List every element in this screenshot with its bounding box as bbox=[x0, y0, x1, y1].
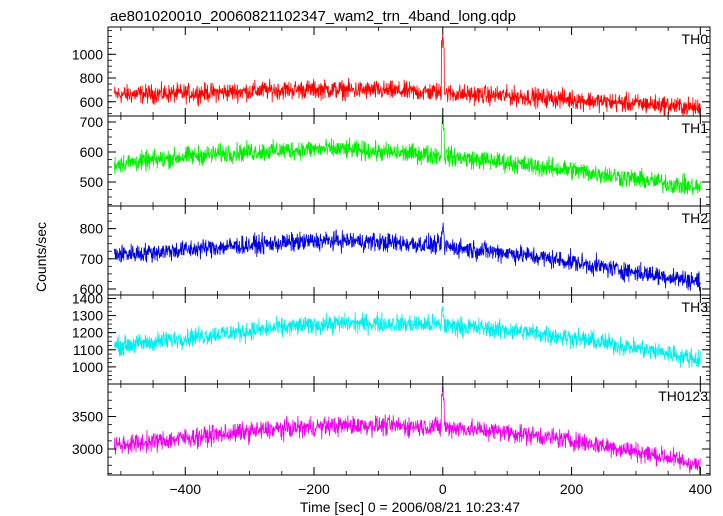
y-tick-label: 700 bbox=[80, 251, 104, 267]
panel-th0123: 3000 3500 TH0123 bbox=[72, 383, 711, 476]
y-tick-label: 3000 bbox=[72, 441, 103, 457]
panel-frame bbox=[107, 383, 711, 476]
series-line-th2 bbox=[114, 222, 701, 292]
y-tick-label: 700 bbox=[80, 114, 104, 130]
panel-label: TH0 bbox=[682, 31, 709, 47]
panels-layer: 600 800 1000 TH0 500 600 700 TH1 600 700 800 TH2 100… bbox=[72, 26, 711, 476]
panel-th2: 600 700 800 TH2 bbox=[80, 205, 711, 297]
x-tick-label: −400 bbox=[169, 481, 201, 497]
y-tick-label: 3500 bbox=[72, 409, 103, 425]
panel-label: TH2 bbox=[682, 210, 709, 226]
y-tick-label: 1000 bbox=[72, 46, 103, 62]
series-line-th3 bbox=[114, 305, 701, 369]
y-tick-label: 1300 bbox=[72, 308, 103, 324]
panel-label: TH3 bbox=[682, 299, 709, 315]
x-tick-label: 200 bbox=[560, 481, 584, 497]
x-tick-label: −200 bbox=[298, 481, 330, 497]
y-axis-title: Counts/sec bbox=[33, 222, 49, 292]
y-tick-label: 600 bbox=[80, 94, 104, 110]
panel-frame bbox=[107, 115, 711, 207]
y-tick-label: 600 bbox=[80, 281, 104, 297]
y-tick-label: 800 bbox=[80, 70, 104, 86]
series-line-th0123 bbox=[114, 385, 701, 475]
y-tick-label: 1000 bbox=[72, 359, 103, 375]
y-tick-label: 1200 bbox=[72, 325, 103, 341]
panel-th0: 600 800 1000 TH0 bbox=[72, 26, 711, 117]
panel-label: TH0123 bbox=[658, 388, 708, 404]
panel-label: TH1 bbox=[682, 120, 709, 136]
series-line-th1 bbox=[114, 116, 701, 196]
x-axis-title: Time [sec] 0 = 2006/08/21 10:23:47 bbox=[300, 499, 520, 515]
panel-frame bbox=[107, 205, 711, 296]
y-tick-label: 500 bbox=[80, 174, 104, 190]
x-tick-label: 0 bbox=[439, 481, 447, 497]
series-line-th0 bbox=[114, 35, 701, 116]
y-tick-label: 800 bbox=[80, 221, 104, 237]
y-tick-label: 600 bbox=[80, 144, 104, 160]
panel-th1: 500 600 700 TH1 bbox=[80, 114, 711, 207]
x-axis-tick-labels: −400 −200 0 200 400 bbox=[169, 481, 712, 497]
y-tick-label: 1400 bbox=[72, 290, 103, 306]
x-tick-label: 400 bbox=[689, 481, 713, 497]
chart-title: ae801020010_20060821102347_wam2_trn_4ban… bbox=[110, 8, 516, 25]
y-tick-label: 1100 bbox=[73, 342, 103, 358]
